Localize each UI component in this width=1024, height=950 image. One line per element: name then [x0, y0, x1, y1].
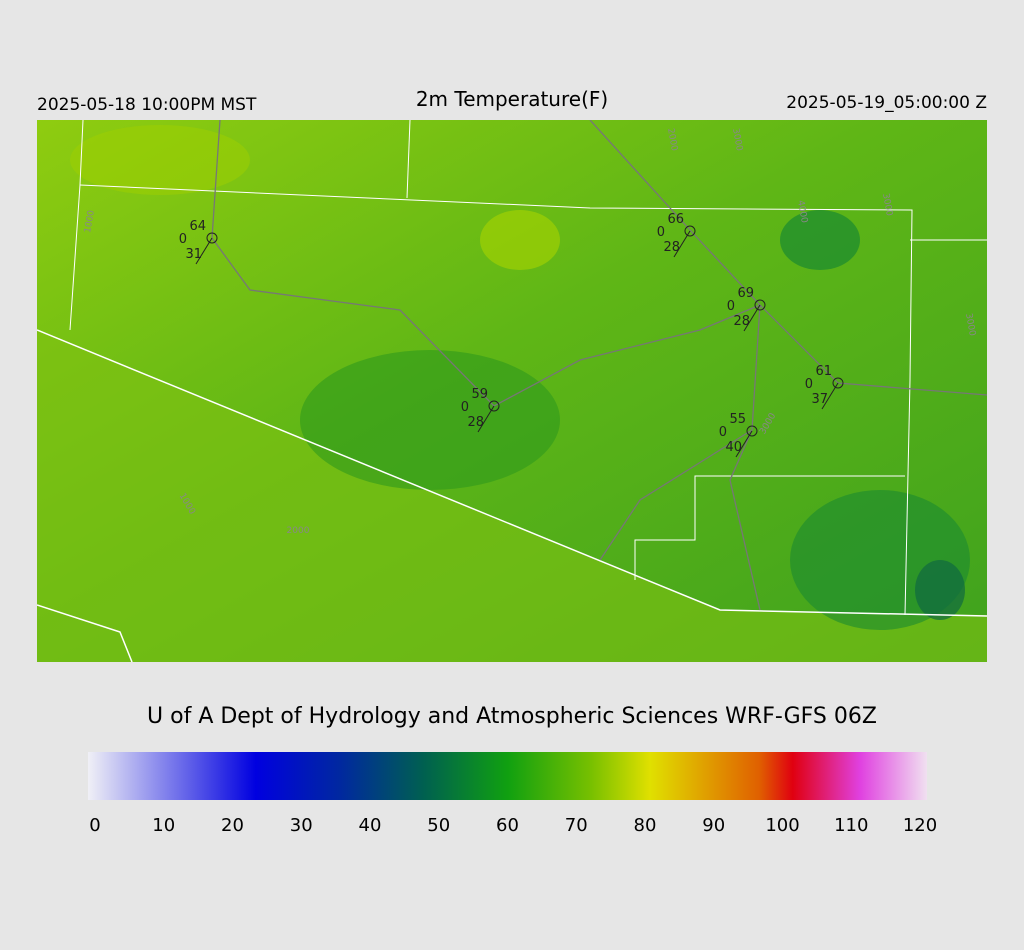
- dewpoint: 28: [467, 415, 484, 430]
- temperature: 66: [667, 212, 684, 227]
- precip: 0: [461, 400, 469, 415]
- contour-label: 2000: [665, 128, 679, 153]
- colorbar-label: 0: [89, 815, 100, 836]
- colorbar-label: 120: [903, 815, 937, 836]
- station: [746, 425, 758, 437]
- station: [206, 232, 218, 244]
- precip: 0: [727, 299, 735, 314]
- precip: 0: [179, 232, 187, 247]
- station: [684, 225, 696, 237]
- dewpoint: 28: [663, 240, 680, 255]
- wind-barb: [673, 230, 691, 258]
- colorbar: [88, 752, 927, 800]
- contour-label: 2000: [287, 526, 310, 536]
- colorbar-label: 30: [290, 815, 313, 836]
- contour-label: 3000: [963, 313, 977, 338]
- footer: U of A Dept of Hydrology and Atmospheric…: [147, 704, 877, 729]
- wind-barb: [821, 382, 839, 410]
- dewpoint: 31: [185, 247, 202, 262]
- dewpoint: 28: [733, 314, 750, 329]
- dewpoint: 40: [725, 440, 742, 455]
- wind-barb: [477, 405, 495, 433]
- colorbar-label: 90: [702, 815, 725, 836]
- station: [832, 377, 844, 389]
- contour-label: 1000: [83, 209, 97, 234]
- temperature: 69: [737, 286, 754, 301]
- colorbar-label: 110: [834, 815, 868, 836]
- dewpoint: 37: [811, 392, 828, 407]
- station: [754, 299, 766, 311]
- colorbar-label: 20: [221, 815, 244, 836]
- temperature: 59: [471, 387, 488, 402]
- colorbar-label: 10: [152, 815, 175, 836]
- contour-label: 3000: [730, 128, 744, 153]
- wind-barb: [743, 304, 761, 332]
- wind-barb: [195, 237, 213, 265]
- temperature: 61: [815, 364, 832, 379]
- contour-label: 3000: [880, 193, 894, 218]
- temperature: 55: [729, 412, 746, 427]
- map: [37, 120, 987, 662]
- temperature: 64: [189, 219, 206, 234]
- contour-label: 4000: [795, 200, 809, 225]
- title: 2m Temperature(F): [416, 87, 608, 111]
- precip: 0: [805, 377, 813, 392]
- precip: 0: [719, 425, 727, 440]
- precip: 0: [657, 225, 665, 240]
- colorbar-label: 80: [634, 815, 657, 836]
- colorbar-label: 100: [765, 815, 799, 836]
- colorbar-label: 60: [496, 815, 519, 836]
- colorbar-label: 50: [427, 815, 450, 836]
- wind-barb: [735, 430, 753, 458]
- valid-local: 2025-05-18 10:00PM MST: [37, 95, 257, 115]
- colorbar-label: 40: [359, 815, 382, 836]
- valid-utc: 2025-05-19_05:00:00 Z: [786, 93, 987, 113]
- colorbar-label: 70: [565, 815, 588, 836]
- station: [488, 400, 500, 412]
